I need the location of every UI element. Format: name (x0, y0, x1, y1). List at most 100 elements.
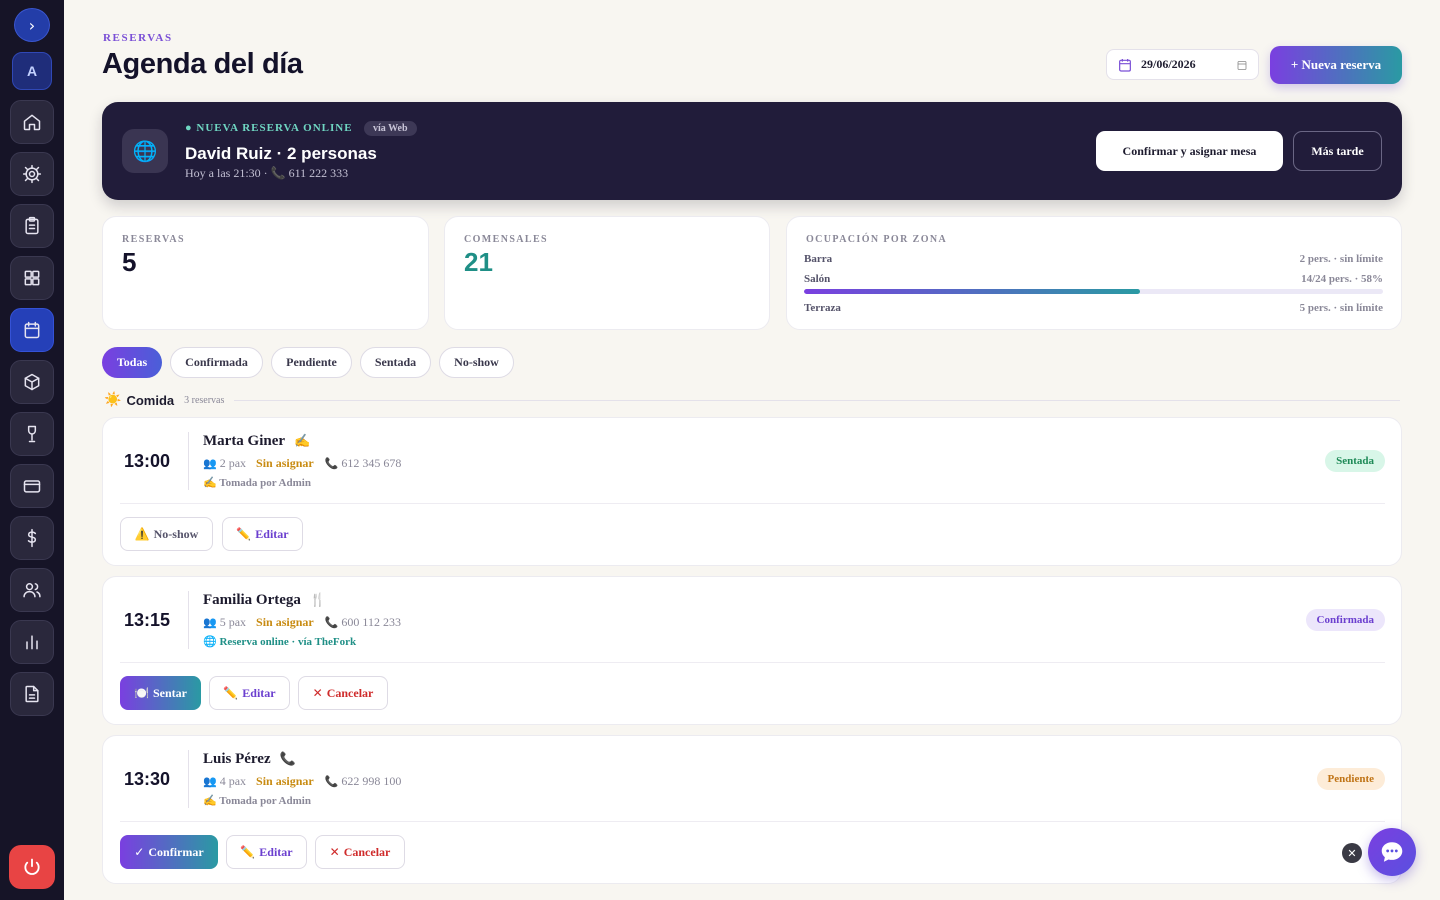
users-icon (23, 583, 41, 598)
banner-source-badge: vía Web (364, 121, 417, 136)
divider (188, 750, 189, 808)
table-assignment: Sin asignar (256, 774, 314, 788)
section-comida: ☀️ Comida 3 reservas (104, 390, 1400, 410)
phone-icon: 📞 (324, 457, 339, 470)
card-icon (23, 480, 41, 493)
filter-no-show[interactable]: No-show (439, 347, 514, 378)
reservation-meta: 👥 2 pax Sin asignar 📞 612 345 678 (203, 456, 401, 471)
people-icon: 👥 (203, 775, 217, 788)
status-badge: Sentada (1325, 450, 1385, 472)
sidebar-item-settings[interactable] (10, 152, 54, 196)
reservation-name: Familia Ortega 🍴 (203, 592, 326, 609)
sidebar-item-reports[interactable] (10, 620, 54, 664)
filter-pendiente[interactable]: Pendiente (271, 347, 352, 378)
phone-icon: 📞 (324, 616, 339, 629)
stat-label: COMENSALES (464, 234, 549, 245)
status-badge: Pendiente (1316, 768, 1385, 790)
clipboard-icon (25, 216, 39, 235)
zone-name: Barra (804, 253, 833, 265)
sidebar-item-staff[interactable] (10, 568, 54, 612)
cancel-button[interactable]: ✕ Cancelar (298, 676, 388, 710)
edit-button[interactable]: ✏️ Editar (226, 835, 307, 869)
later-button[interactable]: Más tarde (1293, 131, 1382, 171)
new-reservation-button[interactable]: + Nueva reserva (1270, 46, 1402, 84)
sidebar-item-payments[interactable] (10, 464, 54, 508)
reservation-note: ✍️ Tomada por Admin (203, 477, 311, 489)
edit-button[interactable]: ✏️ Editar (209, 676, 290, 710)
reservation-card[interactable]: 13:00 Marta Giner ✍️ 👥 2 pax Sin asignar… (102, 417, 1402, 566)
edit-button[interactable]: ✏️ Editar (222, 517, 303, 551)
zone-info: 5 pers. · sin límite (1299, 302, 1383, 314)
sidebar-item-orders[interactable] (10, 204, 54, 248)
stat-value: 21 (464, 247, 493, 277)
logout-button[interactable] (9, 845, 55, 889)
reservation-card[interactable]: 13:15 Familia Ortega 🍴 👥 5 pax Sin asign… (102, 576, 1402, 725)
seat-button[interactable]: 🍽️ Sentar (120, 676, 201, 710)
pencil-icon: ✏️ (223, 686, 239, 700)
divider (120, 503, 1385, 504)
sidebar-item-bar[interactable] (10, 412, 54, 456)
people-icon: 👥 (203, 457, 217, 470)
no-show-button[interactable]: ⚠️ No-show (120, 517, 213, 551)
banner-guest-name: David Ruiz · 2 personas (185, 144, 377, 163)
calendar-icon (1119, 58, 1131, 72)
filter-todas[interactable]: Todas (102, 347, 162, 378)
date-picker[interactable]: 29/06/2026 (1106, 49, 1259, 80)
page-eyebrow: RESERVAS (103, 32, 173, 44)
reservation-name: Marta Giner ✍️ (203, 433, 310, 450)
close-icon: ✕ (329, 845, 340, 859)
gear-icon (22, 164, 42, 184)
date-value: 29/06/2026 (1141, 57, 1196, 71)
zone-name: Terraza (804, 302, 841, 314)
confirm-button[interactable]: ✓ Confirmar (120, 835, 218, 869)
sidebar-item-inventory[interactable] (10, 360, 54, 404)
button-label: Cancelar (343, 844, 391, 859)
button-label: Confirmar (148, 844, 204, 859)
globe-icon: 🌐 (122, 129, 168, 173)
sidebar-item-reservas[interactable] (10, 308, 54, 352)
filter-sentada[interactable]: Sentada (360, 347, 431, 378)
section-divider (234, 399, 1400, 401)
sidebar-item-documents[interactable] (10, 672, 54, 716)
grid-icon (24, 270, 40, 286)
box-icon (24, 373, 40, 391)
home-icon (23, 114, 41, 131)
chat-button[interactable] (1368, 828, 1416, 876)
divider (188, 591, 189, 649)
reservation-meta: 👥 4 pax Sin asignar 📞 622 998 100 (203, 774, 401, 789)
button-label: Cancelar (326, 685, 374, 700)
table-assignment: Sin asignar (256, 456, 314, 470)
reservation-time: 13:30 (124, 769, 171, 789)
confirm-assign-button[interactable]: Confirmar y asignar mesa (1096, 131, 1283, 171)
button-label: Editar (255, 526, 289, 541)
reservation-card[interactable]: 13:30 Luis Pérez 📞 👥 4 pax Sin asignar 📞… (102, 735, 1402, 884)
power-icon (24, 858, 40, 875)
sidebar-toggle-button[interactable]: › (14, 8, 50, 42)
table-assignment: Sin asignar (256, 615, 314, 629)
divider (188, 432, 189, 490)
phone-number: 622 998 100 (341, 774, 402, 788)
calendar-picker-icon[interactable] (1236, 59, 1248, 71)
filter-confirmada[interactable]: Confirmada (170, 347, 263, 378)
sidebar-item-home[interactable] (10, 100, 54, 144)
plate-icon: 🍽️ (134, 686, 149, 700)
reservation-time: 13:00 (124, 451, 171, 471)
reservation-name: Luis Pérez 📞 (203, 751, 296, 768)
stat-card-comensales: COMENSALES 21 (444, 216, 770, 330)
reservation-note: ✍️ Tomada por Admin (203, 795, 311, 807)
reservation-time: 13:15 (124, 610, 171, 630)
zone-row-salon: Salón 14/24 pers. · 58% (804, 273, 1383, 285)
zone-name: Salón (804, 273, 831, 285)
zone-row-barra: Barra 2 pers. · sin límite (804, 253, 1383, 265)
cancel-button[interactable]: ✕ Cancelar (315, 835, 405, 869)
avatar[interactable]: A (12, 52, 52, 90)
wine-glass-icon (27, 425, 37, 443)
stat-card-ocupacion: OCUPACIÓN POR ZONA Barra 2 pers. · sin l… (786, 216, 1402, 330)
warning-icon: ⚠️ (134, 527, 150, 541)
section-count: 3 reservas (184, 394, 225, 406)
sidebar-item-tables[interactable] (10, 256, 54, 300)
sidebar-item-finance[interactable] (10, 516, 54, 560)
guest-name: Familia Ortega (203, 592, 301, 608)
phone-icon: 📞 (279, 752, 296, 767)
chat-close-button[interactable]: ✕ (1342, 843, 1362, 863)
